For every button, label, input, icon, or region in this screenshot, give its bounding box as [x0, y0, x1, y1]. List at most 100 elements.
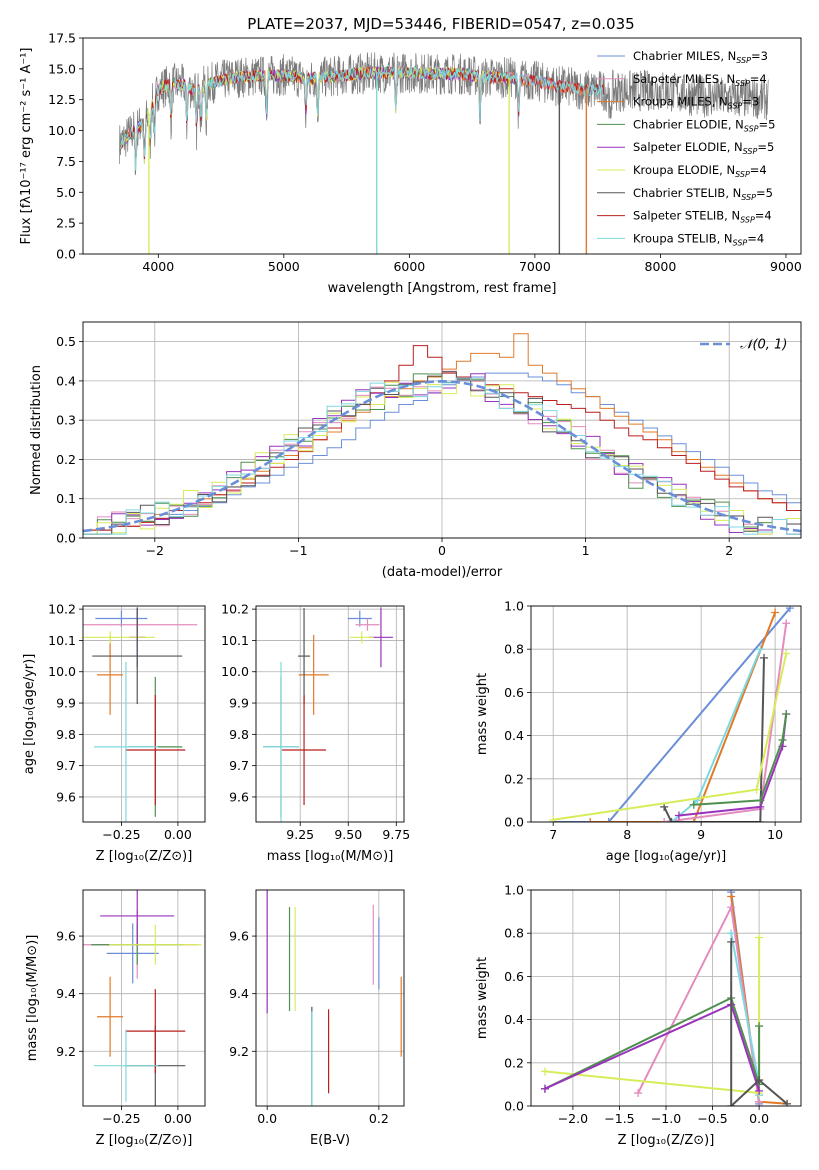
y-tick-label: 17.5 [48, 31, 76, 46]
legend-text-sub: SSP [735, 79, 750, 88]
x-tick-label: −1.5 [604, 1111, 634, 1126]
legend-text-main: Salpeter MILES, N [633, 72, 735, 86]
weight-marker-2-1 [727, 903, 736, 912]
y-tick-label: 9.7 [229, 758, 249, 773]
axes-frame: 0.0 0.2 9.2 9.4 9.6 E(B-V) [229, 889, 405, 1148]
legend-entry-label: Salpeter ELODIE, NSSP=5 [633, 140, 774, 156]
axes-border [82, 889, 206, 1107]
y-tick-label: 0.8 [504, 926, 524, 941]
y-tick-label: 0.0 [504, 815, 524, 830]
legend-label-gaussian: 𝒩(0, 1) [740, 338, 787, 353]
age-vs-Z-axes: −0.25 0.00 9.6 9.7 9.8 9.9 10.0 10.1 10.2 Z [log₁… [22, 602, 206, 864]
y-tick-label: 10.1 [48, 633, 76, 648]
y-axis-label: mass weight [475, 673, 490, 755]
weight-marker-4-0 [540, 1067, 549, 1076]
y-tick-label: 9.8 [229, 727, 249, 742]
plot-area [83, 333, 801, 535]
gaussian-reference-line [83, 379, 801, 533]
x-axis-label: Z [log₁₀(Z/Z⊙)] [96, 1133, 193, 1148]
legend-entry-label: Kroupa ELODIE, NSSP=4 [633, 163, 767, 179]
weight-marker-7-0 [689, 800, 698, 809]
y-tick-label: 9.8 [56, 727, 76, 742]
y-tick-label: 5.0 [56, 185, 76, 200]
axes-border [82, 37, 802, 255]
legend-entry-label: Chabrier MILES, NSSP=3 [633, 49, 768, 65]
y-tick-label: 0.2 [56, 452, 76, 467]
weight-marker-7-1 [756, 796, 765, 805]
weight-marker-1-0 [727, 892, 736, 901]
legend-text-tail: =4 [747, 231, 764, 245]
observed-spectrum-line [119, 52, 769, 176]
y-tick-label: 10.2 [221, 602, 249, 617]
x-tick-label: 6000 [393, 259, 425, 274]
y-tick-label: 1.0 [504, 599, 524, 614]
axes-border [255, 889, 405, 1107]
histogram-step-extra-6 [83, 371, 801, 535]
y-tick-label: 0.6 [504, 685, 524, 700]
plot-area [549, 606, 794, 822]
legend-text-main: Chabrier MILES, N [633, 49, 736, 63]
y-tick-label: 9.6 [229, 929, 249, 944]
x-tick-label: 0.0 [257, 1111, 277, 1126]
weight-marker-1-1 [689, 818, 698, 822]
legend-text-main: Chabrier STELIB, N [633, 186, 741, 200]
y-tick-label: 9.9 [229, 696, 249, 711]
weight-marker-5-3 [755, 1022, 764, 1031]
x-tick-label: 7 [549, 827, 557, 842]
y-tick-label: 0.3 [56, 413, 76, 428]
x-axis-label: (data-model)/error [382, 565, 503, 580]
weight-marker-6-0 [540, 1084, 549, 1093]
histogram-step-extra-5 [83, 378, 801, 535]
weight-marker-4-1 [667, 818, 676, 822]
axes-border [530, 605, 802, 823]
legend-text-sub: SSP [735, 170, 750, 179]
weight-marker-2-0 [660, 818, 669, 822]
weight-marker-4-2 [756, 818, 765, 822]
x-tick-label: 0.0 [749, 1111, 769, 1126]
weight-vs-Z-axes: −2.0 −1.5 −1.0 −0.5 0.0 0.0 0.2 0.4 0.6 0.8 1.0 Z [… [475, 883, 802, 1148]
legend-entry-label: Kroupa STELIB, NSSP=4 [633, 231, 764, 247]
y-tick-label: 10.0 [48, 123, 76, 138]
axes-frame: −0.25 0.00 9.6 9.7 9.8 9.9 10.0 10.1 10.2 Z [log₁… [22, 602, 206, 864]
legend-entry-label: Chabrier ELODIE, NSSP=5 [633, 117, 775, 133]
legend-entry-label: Salpeter STELIB, NSSP=4 [633, 209, 772, 225]
plot-area [83, 607, 198, 822]
x-tick-label: 8000 [645, 259, 677, 274]
legend-text-tail: =3 [751, 49, 768, 63]
x-axis-label: Z [log₁₀(Z/Z⊙)] [618, 1133, 715, 1148]
legend-text-main: Salpeter STELIB, N [633, 209, 740, 223]
legend-text-main: Salpeter ELODIE, N [633, 140, 743, 154]
y-tick-label: 9.6 [56, 789, 76, 804]
weight-marker-5-2 [782, 649, 791, 658]
residual-axes: −2 −1 0 1 2 0.0 0.1 0.2 0.3 0.4 0.5 (data-model)/er… [29, 321, 802, 580]
y-tick-label: 9.6 [56, 929, 76, 944]
legend-text-sub: SSP [740, 216, 755, 225]
x-tick-label: 10 [767, 827, 783, 842]
x-tick-label: 0 [438, 543, 446, 558]
weight-line-1 [590, 612, 777, 822]
y-axis-label: mass [log₁₀(M/M⊙)] [25, 935, 40, 1062]
weight-marker-6-2 [755, 1086, 764, 1095]
y-tick-label: 9.2 [56, 1044, 76, 1059]
x-tick-label: 0.00 [164, 1111, 192, 1126]
x-tick-label: −0.5 [697, 1111, 727, 1126]
plot-area [262, 607, 393, 822]
x-tick-label: −1 [289, 543, 307, 558]
x-tick-label: −0.25 [102, 1111, 140, 1126]
x-tick-label: 5000 [268, 259, 300, 274]
y-tick-label: 15.0 [48, 61, 76, 76]
axes-frame: 9.25 9.50 9.75 9.6 9.7 9.8 9.9 10.0 10.1 10.2 mass… [221, 602, 410, 864]
axes-frame: −2.0 −1.5 −1.0 −0.5 0.0 0.0 0.2 0.4 0.6 0.8 1.0 Z [… [475, 883, 802, 1148]
weight-line-7 [693, 713, 788, 806]
legend-entry-label: Kroupa MILES, NSSP=3 [633, 95, 759, 111]
plot-area [83, 890, 202, 1106]
legend-text-tail: =4 [755, 209, 772, 223]
histogram-step-extra-8 [83, 377, 801, 535]
y-axis-label: Normed distribution [29, 365, 44, 495]
y-tick-label: 0.4 [56, 373, 76, 388]
axes-frame: −0.25 0.00 9.2 9.4 9.6 Z [log₁₀(Z/Z⊙)] mass [l… [25, 889, 206, 1148]
mass-vs-ebv-axes: 0.0 0.2 9.2 9.4 9.6 E(B-V) [229, 889, 405, 1148]
x-tick-label: 0.00 [164, 827, 192, 842]
x-tick-label: 0.2 [369, 1111, 389, 1126]
